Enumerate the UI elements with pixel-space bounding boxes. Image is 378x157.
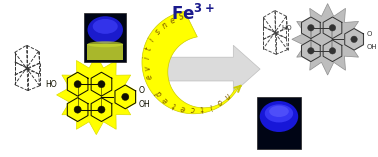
Ellipse shape <box>87 41 123 47</box>
Text: s: s <box>153 28 163 37</box>
Text: v: v <box>143 65 152 70</box>
Text: S: S <box>178 12 185 22</box>
Polygon shape <box>67 98 88 122</box>
Text: OH: OH <box>139 100 150 109</box>
Circle shape <box>74 106 81 113</box>
Text: O: O <box>139 86 145 95</box>
Text: t: t <box>144 46 153 51</box>
Circle shape <box>329 24 336 31</box>
Text: e: e <box>144 73 154 81</box>
Text: o: o <box>215 96 224 106</box>
Text: n: n <box>222 90 231 100</box>
Polygon shape <box>142 11 238 114</box>
Polygon shape <box>91 98 112 122</box>
Polygon shape <box>345 29 363 50</box>
Text: i: i <box>148 37 157 43</box>
Text: e: e <box>169 15 177 26</box>
Polygon shape <box>323 17 342 39</box>
Text: n: n <box>160 21 169 31</box>
Text: HO: HO <box>45 80 57 89</box>
Text: O: O <box>366 31 372 37</box>
Polygon shape <box>57 55 136 135</box>
Text: OH: OH <box>366 43 377 49</box>
Polygon shape <box>292 4 363 75</box>
Text: i: i <box>143 57 152 60</box>
Polygon shape <box>147 45 260 93</box>
Ellipse shape <box>260 101 298 132</box>
Text: $\mathbf{Fe^{3+}}$: $\mathbf{Fe^{3+}}$ <box>171 3 214 24</box>
Text: i: i <box>208 101 214 110</box>
Circle shape <box>308 24 314 31</box>
Polygon shape <box>302 17 320 39</box>
Polygon shape <box>323 40 342 62</box>
Ellipse shape <box>93 19 118 34</box>
Circle shape <box>329 48 336 54</box>
Circle shape <box>98 81 105 88</box>
Circle shape <box>98 106 105 113</box>
Bar <box>84 13 126 62</box>
Text: e: e <box>161 95 170 105</box>
Text: d: d <box>154 88 164 98</box>
Ellipse shape <box>269 106 289 117</box>
Polygon shape <box>115 85 136 109</box>
Bar <box>87 44 123 60</box>
Text: t: t <box>200 103 204 113</box>
Ellipse shape <box>88 16 123 43</box>
Circle shape <box>122 93 129 100</box>
Circle shape <box>74 81 81 88</box>
Polygon shape <box>91 72 112 96</box>
Ellipse shape <box>265 104 293 122</box>
Text: e: e <box>180 103 186 112</box>
Text: HO: HO <box>282 25 292 31</box>
Circle shape <box>308 48 314 54</box>
Polygon shape <box>302 40 320 62</box>
Text: c: c <box>190 104 195 113</box>
Circle shape <box>351 36 357 43</box>
Text: t: t <box>170 100 177 109</box>
Bar <box>257 97 301 149</box>
Polygon shape <box>67 72 88 96</box>
